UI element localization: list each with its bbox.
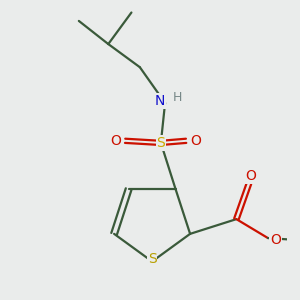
Text: O: O <box>270 233 281 247</box>
Text: S: S <box>157 136 165 150</box>
Text: S: S <box>148 251 157 266</box>
Text: O: O <box>190 134 201 148</box>
Text: N: N <box>155 94 165 108</box>
Text: O: O <box>246 169 256 183</box>
Text: H: H <box>173 92 182 104</box>
Text: O: O <box>110 134 121 148</box>
